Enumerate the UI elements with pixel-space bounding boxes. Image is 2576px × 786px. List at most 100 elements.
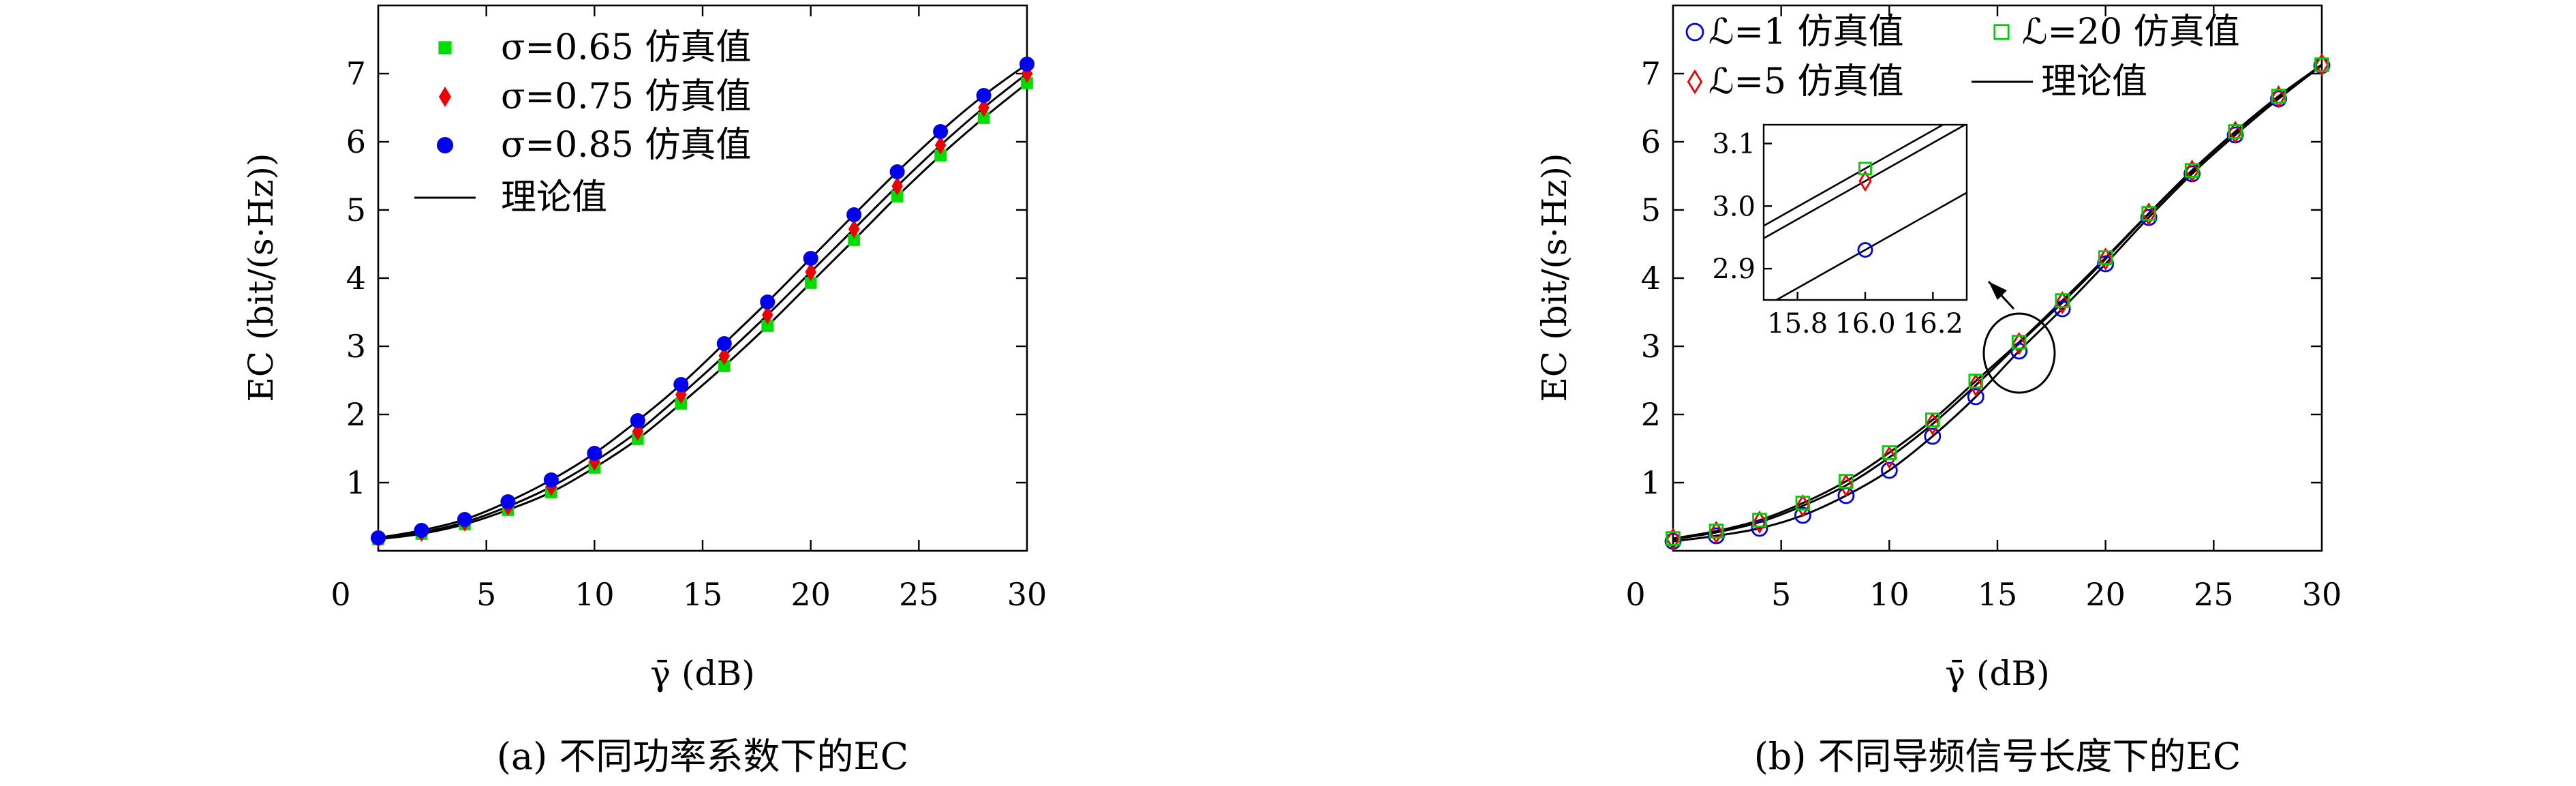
data-point	[1019, 57, 1034, 72]
data-point	[1666, 528, 1681, 551]
inset-theory-line-2	[1764, 125, 1945, 227]
data-point	[1752, 511, 1767, 534]
legend-marker-0	[438, 41, 452, 55]
x-axis-label-b: γ̄ (dB)	[1945, 654, 2050, 693]
legend-label-0: ℒ=1 仿真值	[1708, 12, 1904, 52]
x-tick-label: 30	[2302, 576, 2342, 613]
theory-curve-0	[1672, 64, 2322, 543]
caption-a: (a) 不同功率系数下的EC	[497, 735, 908, 778]
theory-curves-a	[378, 63, 1028, 541]
y-tick-label: 5	[1641, 192, 1661, 228]
x-tick-label: 20	[791, 576, 831, 613]
data-point	[2010, 342, 2028, 360]
data-point	[2185, 160, 2200, 183]
data-point	[1795, 496, 1811, 511]
data-point	[1751, 519, 1768, 537]
caption-b: (b) 不同导频信号长度下的EC	[1754, 735, 2241, 778]
x-tick-label: 25	[899, 576, 939, 613]
data-point	[2055, 291, 2070, 314]
data-point	[2141, 202, 2156, 226]
y-tick-label: 2	[1641, 396, 1661, 433]
data-point	[2098, 247, 2113, 271]
markers-a	[371, 57, 1034, 548]
data-point	[977, 112, 990, 124]
data-point	[889, 164, 905, 179]
y-tick-label: 3	[346, 328, 366, 365]
theory-curves-b	[1672, 63, 2322, 543]
theory-curve-0	[378, 82, 1028, 541]
y-tick-label: 6	[1641, 123, 1661, 160]
legend-marker-2	[437, 137, 453, 153]
data-point	[2228, 121, 2243, 144]
x-tick-label: 15	[683, 576, 723, 613]
data-point	[2271, 85, 2286, 108]
legend-label-3: 理论值	[501, 177, 607, 218]
data-point	[1880, 462, 1898, 479]
data-point	[716, 336, 732, 351]
data-point	[2012, 332, 2027, 355]
data-point	[1925, 412, 1940, 436]
zoom-ellipse	[1982, 312, 2056, 394]
y-axis-label-a: EC (bit/(s·Hz))	[241, 153, 281, 402]
y-tick-label: 6	[346, 123, 366, 160]
data-point	[1925, 412, 1940, 427]
inset-x-tick-label: 16.2	[1903, 308, 1963, 339]
data-point	[587, 446, 602, 461]
data-point	[718, 360, 731, 372]
legend-marker-0	[1685, 22, 1704, 42]
legend-marker-1	[1687, 69, 1703, 95]
data-point	[761, 305, 773, 324]
axis-ticks-b: 0 5 10 15 20 25 30 1 2 3 4 5 6 7	[1625, 5, 2342, 613]
data-point	[2228, 124, 2243, 139]
data-point	[848, 220, 860, 239]
inset-curves	[1764, 125, 1967, 300]
inset-point-2	[1858, 162, 1872, 176]
legend-label-0: σ=0.65 仿真值	[501, 27, 751, 68]
data-point	[2271, 89, 2286, 104]
chart-panel-a: 0 5 10 15 20 25 30 1 2 3 4 5 6 7 σ=0.65 仿真值 σ=0.75 仿真值…	[241, 4, 1047, 778]
data-point	[934, 136, 947, 155]
x-tick-label: 10	[1869, 576, 1910, 613]
data-point	[933, 124, 949, 139]
data-point	[1968, 374, 1984, 389]
data-point	[805, 262, 816, 282]
x-axis-label-a: γ̄ (dB)	[650, 654, 755, 693]
x-tick-label: 20	[2085, 576, 2126, 613]
data-point	[414, 523, 429, 538]
zoom-arrow-head	[1989, 282, 2007, 300]
data-point	[457, 512, 472, 527]
data-point	[1709, 521, 1723, 544]
legend-label-1: σ=0.75 仿真值	[501, 76, 751, 117]
inset-point-1	[1858, 170, 1872, 192]
data-point	[1666, 531, 1681, 546]
data-point	[500, 494, 516, 509]
legend-marker-2	[1993, 24, 2010, 40]
data-point	[2098, 250, 2113, 265]
data-point	[2314, 57, 2329, 72]
y-tick-label: 4	[1641, 260, 1661, 297]
inset-y-tick-label: 2.9	[1712, 254, 1755, 285]
legend-label-2: ℒ=20 仿真值	[2022, 12, 2240, 52]
data-point	[2141, 206, 2156, 221]
x-tick-label: 0	[1625, 576, 1645, 613]
data-point	[846, 207, 862, 222]
data-point	[2314, 53, 2329, 76]
inset-theory-line-1	[1764, 125, 1967, 240]
x-tick-label: 10	[574, 576, 615, 613]
theory-curve-2	[1672, 63, 2322, 540]
inset-y-tick-label: 3.1	[1712, 129, 1755, 160]
data-point	[978, 98, 990, 117]
inset-plot: 15.8 16.0 16.2 2.9 3.0 3.1	[1712, 123, 1968, 339]
y-tick-label: 7	[1641, 55, 1661, 92]
data-point	[934, 149, 947, 162]
x-tick-label: 5	[1771, 576, 1791, 613]
inset-theory-line-0	[1775, 192, 1967, 300]
data-point	[891, 190, 904, 202]
legend-marker-1	[439, 87, 451, 107]
chart-panel-b: 0 5 10 15 20 25 30 1 2 3 4 5 6 7 ℒ=1 仿真值 ℒ=20 仿真值 ℒ=5 仿…	[1535, 4, 2342, 778]
data-point	[1967, 388, 1984, 406]
data-point	[1882, 445, 1897, 460]
data-point	[543, 472, 559, 487]
